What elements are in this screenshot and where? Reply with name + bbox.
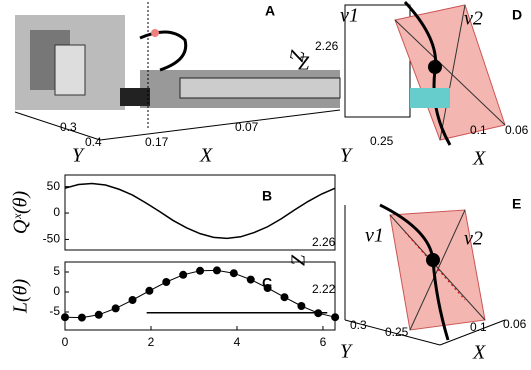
y-axis-label: L(θ) xyxy=(10,279,32,315)
fixed-point xyxy=(428,60,442,74)
y-tick-label: 50 xyxy=(47,179,61,193)
point xyxy=(129,296,137,304)
point xyxy=(264,284,272,292)
x-tick-label: 6 xyxy=(320,335,327,349)
axis-label: Y xyxy=(340,145,353,167)
tick-label: 0.06 xyxy=(503,317,527,331)
point xyxy=(95,311,103,319)
panel-label: B xyxy=(262,188,272,204)
vector-label: v1 xyxy=(365,225,384,247)
panel-label: A xyxy=(265,3,275,19)
point xyxy=(230,269,238,277)
point xyxy=(112,304,120,312)
point xyxy=(213,266,221,274)
box-3d xyxy=(55,45,85,95)
point xyxy=(247,276,255,284)
fixed-point xyxy=(426,253,440,267)
point xyxy=(297,302,305,310)
panel-a: A Z 0.3 0.4 Y 0.17 0.07 X xyxy=(15,2,340,167)
axis-label: Z xyxy=(298,53,310,75)
tick-label: 0.07 xyxy=(235,120,259,134)
tick-label: 0.06 xyxy=(505,123,529,137)
axis-label: X xyxy=(199,145,213,167)
point xyxy=(162,278,170,286)
box-3d xyxy=(180,78,340,98)
y-tick-label: 0 xyxy=(53,205,60,219)
tick-label: 0.4 xyxy=(85,135,102,149)
point xyxy=(61,313,69,321)
axis-label: Y xyxy=(340,341,353,363)
figure: A Z 0.3 0.4 Y 0.17 0.07 X D v1 v2 2.26 Z… xyxy=(0,0,531,370)
x-tick-label: 2 xyxy=(148,335,155,349)
tick-label: 0.3 xyxy=(350,318,367,332)
box-3d xyxy=(120,88,150,106)
y-axis-label: Qˣ(θ) xyxy=(10,191,32,235)
x-tick-label: 4 xyxy=(234,335,241,349)
tick-label: 0.25 xyxy=(385,325,409,339)
point xyxy=(331,313,339,321)
y-tick-label: 0 xyxy=(53,284,60,298)
axis-label: X xyxy=(472,148,486,170)
vector-label: v2 xyxy=(464,228,483,250)
trajectory xyxy=(140,32,186,70)
tick-label: 2.22 xyxy=(312,282,336,296)
axis-label: Z xyxy=(288,254,310,266)
y-tick-label: -5 xyxy=(49,304,60,318)
tick-label: 0.1 xyxy=(470,123,487,137)
point xyxy=(280,293,288,301)
x-tick-label: 0 xyxy=(62,335,69,349)
box-3d xyxy=(410,88,450,108)
point xyxy=(179,271,187,279)
tick-label: 0.1 xyxy=(470,320,487,334)
point xyxy=(196,267,204,275)
tick-label: 0.25 xyxy=(370,134,394,148)
tick-label: 2.26 xyxy=(312,235,336,249)
tick-label: 2.26 xyxy=(315,39,339,53)
tick-label: 0.3 xyxy=(60,120,77,134)
vector-label: v1 xyxy=(340,5,359,27)
plot-frame xyxy=(65,175,335,250)
page: {"chart_data":[ {"type":"line","label":"… xyxy=(0,0,531,370)
y-tick-label: -50 xyxy=(43,232,61,246)
point xyxy=(151,29,159,37)
tick-label: 0.17 xyxy=(145,135,169,149)
y-tick-label: 5 xyxy=(53,264,60,278)
series-line xyxy=(65,270,335,317)
axis-label: X xyxy=(472,342,486,364)
panel-label: E xyxy=(512,196,521,212)
axis-label: Y xyxy=(72,145,85,167)
vector-label: v2 xyxy=(464,8,483,30)
series-line xyxy=(65,183,335,238)
point xyxy=(78,314,86,322)
point xyxy=(145,287,153,295)
axis xyxy=(100,110,340,140)
panel-label: D xyxy=(512,7,522,23)
